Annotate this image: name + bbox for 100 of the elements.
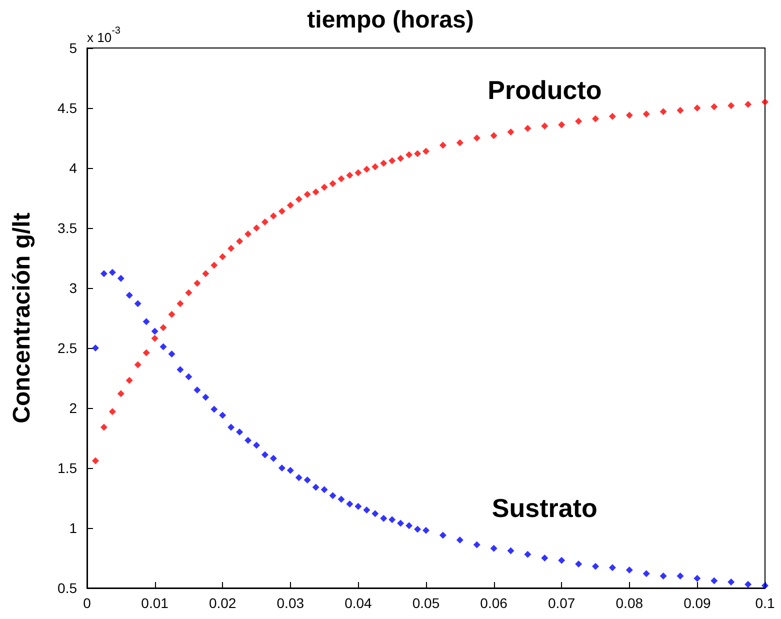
point xyxy=(422,148,430,155)
x-tick-label: 0.08 xyxy=(616,595,644,611)
point xyxy=(676,106,684,114)
point xyxy=(312,188,320,196)
point xyxy=(744,100,752,108)
point xyxy=(236,428,244,436)
point xyxy=(151,328,158,335)
point xyxy=(728,578,735,586)
x-tick-label: 0.05 xyxy=(412,595,440,611)
point xyxy=(380,160,388,167)
x-tick-label: 0.09 xyxy=(684,595,712,611)
y-tick-label: 0.5 xyxy=(58,580,78,596)
point xyxy=(126,376,133,384)
point xyxy=(304,190,311,198)
point xyxy=(117,274,124,282)
chart-title: tiempo (horas) xyxy=(307,6,474,34)
point xyxy=(160,343,167,350)
point xyxy=(388,157,396,164)
x-tick-label: 0.02 xyxy=(208,595,236,611)
point xyxy=(414,150,422,158)
point xyxy=(728,102,735,110)
point xyxy=(244,230,252,238)
point xyxy=(295,474,302,482)
point xyxy=(210,262,218,269)
point xyxy=(304,476,311,484)
point xyxy=(185,373,192,380)
x-tick-label: 0.07 xyxy=(548,595,576,611)
y-tick-label: 4 xyxy=(69,160,78,176)
point xyxy=(694,104,701,112)
point xyxy=(608,112,616,120)
point xyxy=(541,122,548,130)
point xyxy=(439,532,446,539)
point xyxy=(108,408,116,416)
point xyxy=(278,464,286,472)
point xyxy=(660,572,667,580)
point xyxy=(694,574,701,582)
point xyxy=(312,484,320,491)
y-tick-label: 5 xyxy=(69,40,78,56)
point xyxy=(270,212,277,220)
y-tick-label: 4.5 xyxy=(58,100,78,116)
point xyxy=(228,424,235,431)
point xyxy=(439,142,446,149)
point xyxy=(338,496,345,503)
point xyxy=(363,166,370,173)
point xyxy=(219,412,226,419)
point xyxy=(710,103,718,110)
x-tick-label: 0.04 xyxy=(344,595,372,611)
point xyxy=(575,560,582,568)
point xyxy=(490,132,498,140)
point xyxy=(608,564,616,572)
point xyxy=(372,510,379,518)
y-tick-label: 3.5 xyxy=(58,220,78,236)
point xyxy=(346,500,354,508)
point xyxy=(660,108,667,116)
point xyxy=(456,536,464,544)
point xyxy=(210,406,218,413)
point xyxy=(295,196,302,203)
point xyxy=(490,544,498,552)
point xyxy=(320,486,328,494)
point xyxy=(176,300,184,308)
point xyxy=(176,366,184,374)
point xyxy=(228,244,235,252)
y-tick-label: 2.5 xyxy=(58,340,78,356)
point xyxy=(100,270,108,278)
point xyxy=(134,361,142,368)
point xyxy=(363,506,370,514)
point xyxy=(575,118,582,125)
point xyxy=(676,572,684,580)
point xyxy=(406,151,413,158)
point xyxy=(329,492,336,500)
point xyxy=(142,349,150,356)
point xyxy=(92,457,99,464)
point xyxy=(558,556,566,564)
point xyxy=(100,424,108,431)
y-tick-label: 1.5 xyxy=(58,460,78,476)
point xyxy=(558,121,566,128)
point xyxy=(126,292,133,299)
point xyxy=(338,175,345,182)
point xyxy=(473,134,480,142)
point xyxy=(253,224,260,232)
point xyxy=(388,516,396,524)
y-tick-label: 2 xyxy=(69,400,78,416)
point xyxy=(354,502,362,510)
point xyxy=(261,451,268,458)
point xyxy=(710,577,718,584)
point xyxy=(414,526,422,533)
point xyxy=(194,280,201,287)
y-tick-label: 3 xyxy=(69,280,78,296)
point xyxy=(117,390,124,398)
point xyxy=(626,566,633,574)
point xyxy=(185,289,192,296)
x-tick-label: 0 xyxy=(83,595,92,611)
point xyxy=(473,541,480,548)
point xyxy=(194,386,201,394)
point xyxy=(253,442,260,449)
point xyxy=(134,300,142,308)
point xyxy=(142,318,150,326)
point xyxy=(202,270,210,278)
point xyxy=(524,124,532,132)
x-tick-label: 0.03 xyxy=(276,595,304,611)
